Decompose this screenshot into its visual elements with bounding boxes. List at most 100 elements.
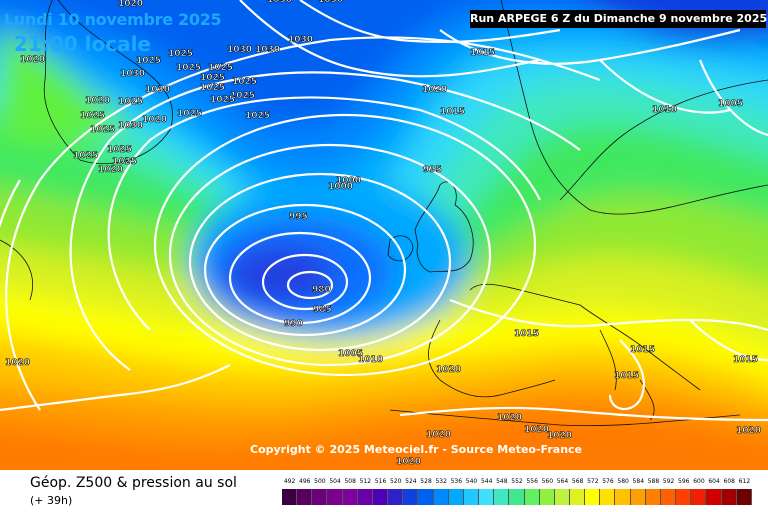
color-scale-swatch: [615, 489, 631, 505]
isobar-label: 1015: [470, 48, 495, 58]
color-scale-swatch: [585, 489, 601, 505]
isobar-label: 1025: [176, 63, 201, 73]
isobar-label: 1015: [514, 329, 539, 339]
color-scale-swatch: [433, 489, 449, 505]
color-scale-swatch: [388, 489, 404, 505]
isobar-label: 1000: [336, 176, 361, 186]
color-scale-label: 588: [647, 478, 660, 485]
isobar-label: 1030: [145, 85, 170, 95]
isobar-label: 1020: [736, 426, 761, 436]
color-scale-label: 584: [632, 478, 645, 485]
color-scale-label: 520: [389, 478, 402, 485]
color-scale-swatch: [706, 489, 722, 505]
isobar-label: 1005: [338, 349, 363, 359]
color-scale-swatch: [554, 489, 570, 505]
color-scale-label: 504: [329, 478, 341, 485]
color-scale-label: 572: [587, 478, 599, 485]
color-scale-label: 604: [708, 478, 720, 485]
color-scale-label: 592: [662, 478, 675, 485]
isobar-label: 995: [423, 165, 442, 175]
color-scale-label: 532: [435, 478, 447, 485]
color-scale-bar: [282, 489, 752, 505]
isobar-label: 1015: [614, 371, 639, 381]
color-scale-swatch: [600, 489, 616, 505]
color-scale-label: 600: [693, 478, 705, 485]
color-scale-swatch: [342, 489, 358, 505]
color-scale: 492 496 500 504 508 512 516 520 524 528 532 536 540 5…: [282, 478, 752, 505]
isobar-label: 1020: [142, 115, 167, 125]
geopotential-field: [0, 0, 768, 470]
isobar-label: 1025: [136, 56, 161, 66]
color-scale-swatch: [357, 489, 373, 505]
copyright-text: Copyright © 2025 Meteociel.fr - Source M…: [250, 443, 583, 456]
color-scale-label: 612: [738, 478, 751, 485]
color-scale-labels: 492 496 500 504 508 512 516 520 524 528 532 536 540 5…: [282, 478, 752, 488]
color-scale-label: 492: [283, 478, 296, 485]
isobar-label: 1025: [80, 111, 105, 121]
color-scale-swatch: [721, 489, 737, 505]
color-scale-swatch: [736, 489, 752, 505]
isobar-label: 1025: [168, 49, 193, 59]
color-scale-swatch: [660, 489, 677, 505]
color-scale-swatch: [691, 489, 707, 505]
isobar-label: 1000: [328, 182, 353, 192]
color-scale-label: 512: [359, 478, 372, 485]
color-scale-label: 556: [526, 478, 538, 485]
isobar-label: 1020: [118, 0, 143, 9]
isobar-label: 1030: [118, 121, 143, 131]
color-scale-swatch: [494, 489, 510, 505]
isobars: [0, 0, 768, 420]
isobar-label: 1025: [177, 109, 202, 119]
isobar-label: 1025: [200, 83, 225, 93]
color-scale-label: 536: [450, 478, 463, 485]
color-scale-swatch: [479, 489, 495, 505]
color-scale-label: 516: [374, 478, 387, 485]
color-scale-label: 548: [496, 478, 508, 485]
isobar-label: 985: [313, 305, 332, 315]
isobar-label: 1025: [73, 151, 98, 161]
isobar-label: 995: [289, 212, 308, 222]
color-scale-swatch: [372, 489, 389, 505]
color-scale-label: 608: [723, 478, 735, 485]
legend-title: Géop. Z500 & pression au sol: [30, 475, 237, 491]
isobar-label: 1020: [396, 457, 421, 467]
color-scale-label: 544: [480, 478, 493, 485]
color-scale-label: 576: [602, 478, 614, 485]
isobar-label: 1030: [318, 0, 343, 5]
isobar-label: 1020: [20, 55, 45, 65]
color-scale-label: 540: [465, 478, 478, 485]
color-scale-label: 580: [617, 478, 629, 485]
isobar-label: 1020: [426, 430, 451, 440]
color-scale-swatch: [569, 489, 586, 505]
isobar-label: 1015: [440, 107, 465, 117]
isobar-label: 1020: [98, 165, 123, 175]
color-scale-label: 560: [541, 478, 554, 485]
forecast-time: 21:00 locale: [14, 32, 151, 56]
color-scale-swatch: [327, 489, 343, 505]
isobar-label: 1005: [718, 99, 743, 109]
color-scale-swatch: [676, 489, 692, 505]
isobar-label: 1025: [210, 95, 235, 105]
isobar-label: 1020: [5, 358, 30, 368]
isobar-label: 980: [312, 285, 331, 295]
color-scale-swatch: [524, 489, 540, 505]
isobar-label: 1025: [90, 125, 115, 135]
isobar-label: 1010: [358, 355, 383, 365]
isobar-label: 1020: [85, 96, 110, 106]
isobar-label: 1030: [267, 0, 292, 5]
color-scale-swatch: [463, 489, 480, 505]
isobar-label: 1025: [230, 91, 255, 101]
isobar-label: 1025: [107, 145, 132, 155]
color-scale-label: 564: [556, 478, 569, 485]
run-banner: Run ARPEGE 6 Z du Dimanche 9 novembre 20…: [470, 10, 767, 28]
isobar-label: 1030: [288, 35, 313, 45]
color-scale-swatch: [403, 489, 419, 505]
color-scale-swatch: [297, 489, 313, 505]
color-scale-label: 500: [314, 478, 326, 485]
isobar-label: 1010: [652, 105, 677, 115]
isobar-label: 1030: [255, 45, 280, 55]
color-scale-swatch: [630, 489, 646, 505]
isobar-label: 1025: [112, 157, 137, 167]
color-scale-swatch: [312, 489, 328, 505]
map-svg: 1020 1030 1030 1025 1020 1025 1030 1030 …: [0, 0, 768, 470]
